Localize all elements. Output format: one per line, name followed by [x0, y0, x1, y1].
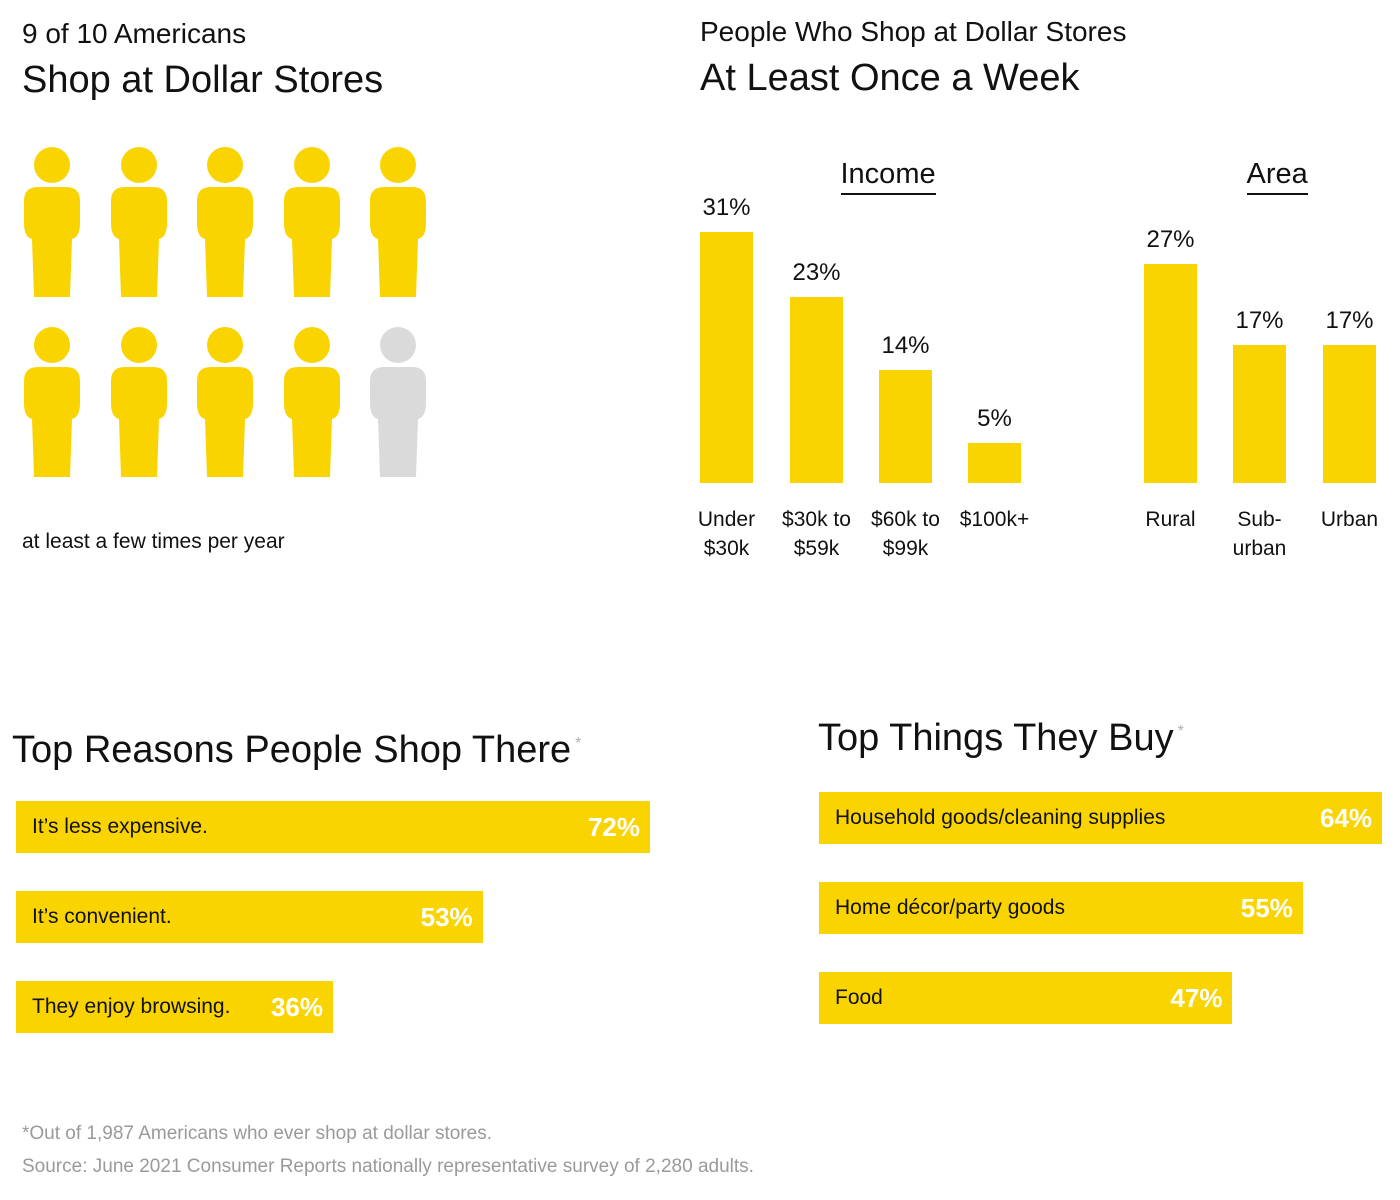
category-label: $100k+ — [945, 505, 1045, 534]
reasons-title-mark: * — [575, 735, 582, 752]
purchase-bar-2: Food 47% — [819, 972, 1233, 1024]
reason-bar-2: They enjoy browsing. 36% — [16, 981, 333, 1033]
group-heading-income: Income — [840, 157, 936, 195]
pictograph-caption: at least a few times per year — [22, 530, 285, 553]
category-label: Under $30k — [677, 505, 777, 563]
bar-income-2 — [879, 369, 932, 483]
category-label: $30k to $59k — [767, 505, 867, 563]
category-label-line: $59k — [793, 537, 840, 560]
reason-bar-value: 36% — [270, 992, 323, 1022]
category-label-line: $60k to — [871, 508, 940, 531]
bar-value-label: 27% — [1146, 226, 1195, 254]
category-label-line: $100k+ — [959, 508, 1030, 531]
person-icon — [110, 327, 167, 477]
category-label-line: urban — [1232, 537, 1287, 560]
purchase-bar-0: Household goods/cleaning supplies 64% — [819, 792, 1382, 844]
category-label-line: $30k to — [782, 508, 851, 531]
purchase-bar-label: Home décor/party goods — [835, 896, 1065, 919]
reasons-title-text: Top Reasons People Shop There — [12, 729, 572, 771]
pictograph-title: Shop at Dollar Stores — [22, 59, 384, 101]
bar-income-1 — [790, 296, 843, 483]
reasons-title: Top Reasons People Shop There * — [12, 728, 581, 772]
people-pictograph — [20, 140, 440, 490]
reason-bar-0: It’s less expensive. 72% — [16, 801, 650, 853]
purchase-bar-value: 47% — [1170, 983, 1223, 1013]
category-label: Urban — [1300, 505, 1400, 534]
bar-income-3 — [968, 442, 1021, 483]
bar-area-2 — [1323, 345, 1376, 483]
purchases-title: Top Things They Buy * — [818, 716, 1184, 760]
pictograph-pretitle: 9 of 10 Americans — [22, 18, 247, 49]
purchase-bar-label: Food — [835, 986, 883, 1009]
purchases-title-text: Top Things They Buy — [818, 717, 1174, 759]
purchase-bar-value: 64% — [1319, 803, 1372, 833]
bar-income-0 — [700, 232, 753, 483]
group-heading-area: Area — [1246, 157, 1308, 195]
person-icon — [24, 327, 80, 477]
category-label: $60k to $99k — [856, 505, 956, 563]
category-label-line: Urban — [1320, 508, 1379, 531]
bar-value-label: 17% — [1235, 307, 1284, 335]
bar-area-1 — [1233, 345, 1286, 483]
reason-bar-value: 72% — [587, 812, 640, 842]
footnote-sample: *Out of 1,987 Americans who ever shop at… — [22, 1123, 492, 1144]
bar-area-0 — [1144, 264, 1197, 483]
reason-bar-1: It’s convenient. 53% — [16, 891, 483, 943]
category-label-line: $30k — [703, 537, 750, 560]
purchase-bar-value: 55% — [1240, 893, 1293, 923]
reason-bar-label: They enjoy browsing. — [32, 995, 231, 1018]
reason-bar-value: 53% — [420, 902, 473, 932]
footnote-source: Source: June 2021 Consumer Reports natio… — [22, 1156, 754, 1177]
bar-value-label: 17% — [1325, 307, 1374, 335]
bar-value-label: 5% — [977, 404, 1012, 432]
category-label: Rural — [1121, 505, 1221, 534]
reason-bar-label: It’s convenient. — [32, 905, 172, 928]
reason-bar-label: It’s less expensive. — [32, 815, 208, 838]
category-label-line: Under — [697, 508, 756, 531]
purchases-title-mark: * — [1177, 723, 1184, 740]
category-label-line: Rural — [1145, 508, 1196, 531]
bar-value-label: 23% — [792, 258, 841, 286]
purchase-bar-label: Household goods/cleaning supplies — [835, 806, 1166, 829]
person-icon — [370, 327, 426, 477]
person-icon — [197, 327, 253, 477]
person-icon — [197, 147, 253, 297]
person-icon — [110, 147, 167, 297]
category-label-line: $99k — [882, 537, 929, 560]
person-icon — [283, 327, 340, 477]
person-icon — [283, 147, 340, 297]
category-label-line: Sub- — [1237, 508, 1282, 531]
weekly-chart-title: At Least Once a Week — [700, 57, 1080, 99]
weekly-chart-pretitle: People Who Shop at Dollar Stores — [700, 16, 1127, 47]
category-label: Sub-urban — [1210, 505, 1310, 563]
person-icon — [370, 147, 426, 297]
bar-value-label: 14% — [881, 331, 930, 359]
person-icon — [24, 147, 80, 297]
bar-value-label: 31% — [702, 194, 751, 221]
purchase-bar-1: Home décor/party goods 55% — [819, 882, 1303, 934]
